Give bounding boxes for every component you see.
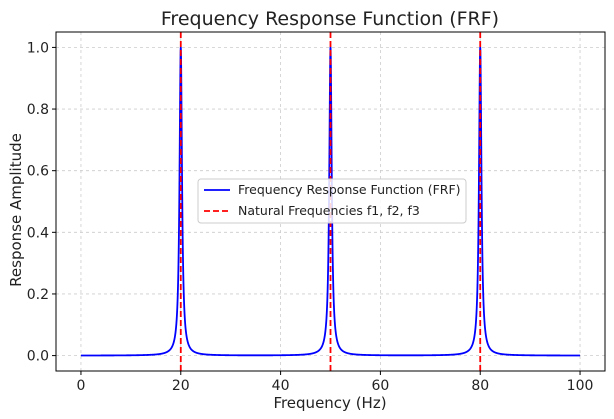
x-axis-label: Frequency (Hz) — [273, 394, 386, 412]
chart-title: Frequency Response Function (FRF) — [161, 8, 499, 30]
legend-frf-label: Frequency Response Function (FRF) — [238, 182, 461, 197]
x-axis-ticks: 0 20 40 60 80 100 — [76, 371, 593, 394]
legend-box — [197, 178, 467, 224]
y-tick-label: 0.2 — [27, 287, 49, 303]
y-tick-label: 0.0 — [27, 349, 49, 365]
plot-area — [80, 32, 581, 371]
y-tick-label: 0.8 — [27, 102, 49, 118]
x-tick-label: 80 — [471, 378, 489, 394]
y-tick-label: 0.6 — [27, 164, 49, 180]
y-tick-label: 0.4 — [27, 225, 49, 241]
frf-curve — [80, 46, 581, 357]
y-axis-ticks: 0.0 0.2 0.4 0.6 0.8 1.0 — [27, 40, 56, 365]
legend-natural-frequencies-label: Natural Frequencies f1, f2, f3 — [238, 203, 420, 218]
axes-frame — [55, 31, 606, 372]
legend: Frequency Response Function (FRF) Natura… — [197, 178, 467, 224]
x-tick-label: 100 — [567, 378, 594, 394]
x-tick-label: 60 — [371, 378, 389, 394]
x-tick-label: 40 — [272, 378, 290, 394]
x-tick-label: 0 — [76, 378, 85, 394]
y-axis-label: Response Amplitude — [7, 133, 25, 287]
x-tick-label: 20 — [172, 378, 190, 394]
y-tick-label: 1.0 — [27, 40, 49, 56]
